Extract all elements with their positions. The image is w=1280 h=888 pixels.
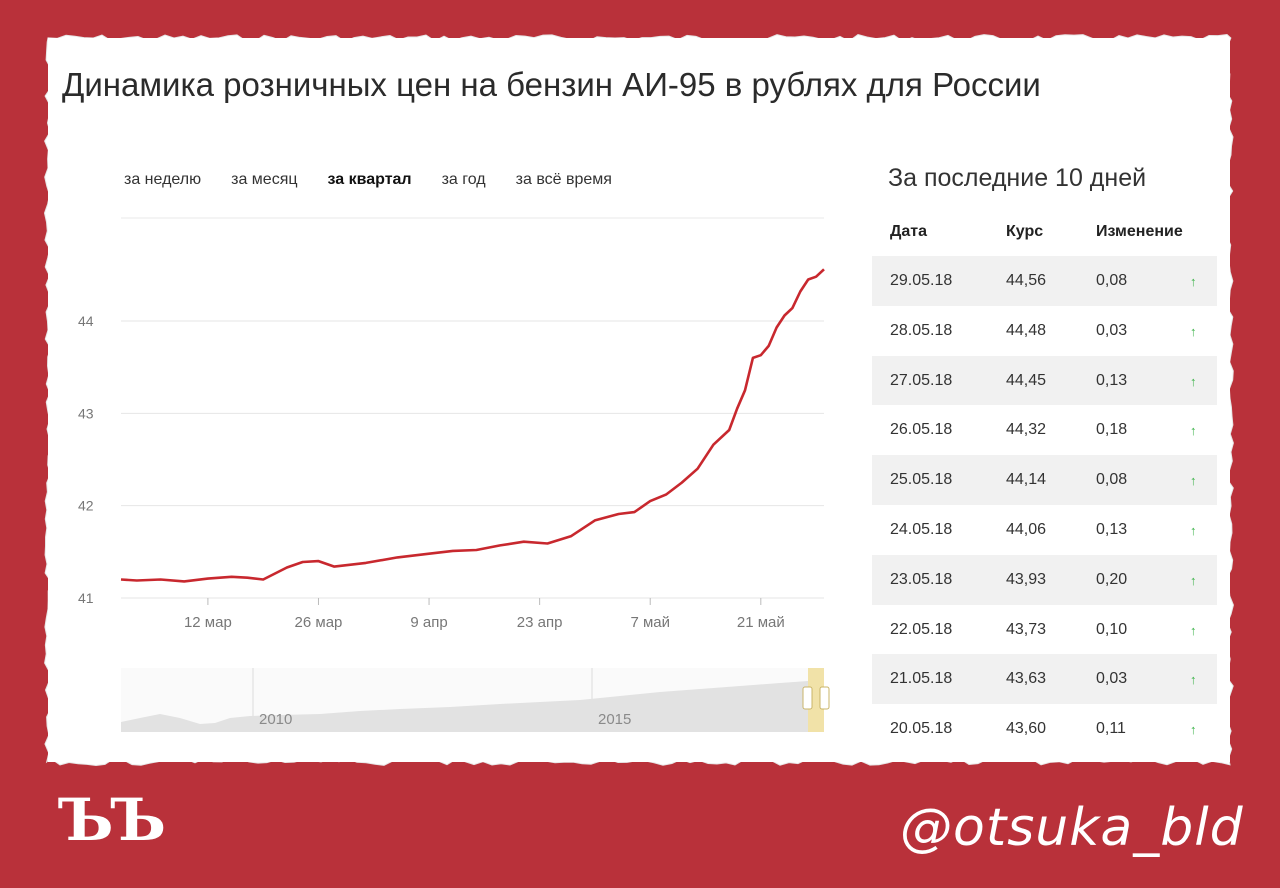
row-change: 0,18 <box>1096 421 1128 439</box>
row-date: 26.05.18 <box>890 421 953 439</box>
row-rate: 43,73 <box>1006 620 1047 638</box>
arrow-up-icon: ↑ <box>1190 672 1197 688</box>
navigator-selection[interactable] <box>808 668 824 732</box>
table-row: 20.05.18 43,60 0,11 ↑ <box>872 704 1217 754</box>
row-change: 0,03 <box>1096 670 1128 688</box>
row-date: 23.05.18 <box>890 570 953 588</box>
arrow-up-icon: ↑ <box>1190 274 1197 289</box>
table-header: Дата Курс Изменение <box>872 210 1217 256</box>
row-date: 24.05.18 <box>890 520 953 538</box>
table-row: 28.05.18 44,48 0,03 ↑ <box>872 306 1217 356</box>
row-rate: 44,45 <box>1006 371 1047 389</box>
navigator-label-2015: 2015 <box>598 711 631 728</box>
table-row: 25.05.18 44,14 0,08 ↑ <box>872 455 1217 505</box>
brand-logo: ЪЪ <box>58 786 166 854</box>
arrow-up-icon: ↑ <box>1190 722 1197 738</box>
row-date: 28.05.18 <box>890 321 953 339</box>
period-tabs: за неделю за месяц за квартал за год за … <box>124 171 642 189</box>
row-rate: 44,06 <box>1006 520 1047 538</box>
row-change: 0,03 <box>1096 321 1128 339</box>
row-rate: 44,56 <box>1006 272 1047 289</box>
arrow-up-icon: ↑ <box>1190 373 1197 389</box>
arrow-up-icon: ↑ <box>1190 572 1197 588</box>
navigator-handle-left[interactable] <box>802 686 813 710</box>
row-change: 0,08 <box>1096 272 1128 289</box>
author-watermark: @otsuka_bld <box>900 798 1244 858</box>
row-change: 0,13 <box>1096 371 1128 389</box>
row-date: 22.05.18 <box>890 620 953 638</box>
rates-table: Дата Курс Изменение 29.05.18 44,56 0,08 … <box>872 210 1217 754</box>
arrow-up-icon: ↑ <box>1190 473 1197 489</box>
row-change: 0,11 <box>1096 720 1126 738</box>
row-date: 21.05.18 <box>890 670 953 688</box>
arrow-up-icon: ↑ <box>1190 423 1197 439</box>
header-change: Изменение <box>1096 223 1183 240</box>
arrow-up-icon: ↑ <box>1190 323 1197 339</box>
row-rate: 44,32 <box>1006 421 1047 439</box>
row-change: 0,20 <box>1096 570 1128 588</box>
row-rate: 43,60 <box>1006 720 1047 738</box>
arrow-up-icon: ↑ <box>1190 522 1197 538</box>
table-row: 27.05.18 44,45 0,13 ↑ <box>872 355 1217 406</box>
page-title: Динамика розничных цен на бензин АИ-95 в… <box>62 66 1041 103</box>
row-change: 0,08 <box>1096 471 1128 489</box>
tab-year[interactable]: за год <box>441 171 486 188</box>
table-row: 23.05.18 43,93 0,20 ↑ <box>872 554 1217 605</box>
row-rate: 44,48 <box>1006 321 1047 339</box>
table-title: За последние 10 дней <box>888 164 1147 192</box>
navigator-area <box>121 681 808 732</box>
row-change: 0,10 <box>1096 620 1128 638</box>
row-rate: 44,14 <box>1006 471 1047 489</box>
row-date: 27.05.18 <box>890 371 953 389</box>
table-row: 24.05.18 44,06 0,13 ↑ <box>872 505 1217 555</box>
navigator-handle-right[interactable] <box>819 686 830 710</box>
row-date: 25.05.18 <box>890 471 953 489</box>
arrow-up-icon: ↑ <box>1190 622 1197 638</box>
tab-quarter[interactable]: за квартал <box>327 171 412 188</box>
table-row: 29.05.18 44,56 0,08 ↑ <box>872 256 1217 306</box>
row-date: 20.05.18 <box>890 720 953 738</box>
tab-month[interactable]: за месяц <box>231 171 298 188</box>
row-rate: 43,63 <box>1006 670 1047 688</box>
header-date: Дата <box>890 223 928 240</box>
tab-all-time[interactable]: за всё время <box>515 171 612 188</box>
header-rate: Курс <box>1006 223 1044 240</box>
table-row: 21.05.18 43,63 0,03 ↑ <box>872 654 1217 705</box>
table-row: 22.05.18 43,73 0,10 ↑ <box>872 605 1217 655</box>
row-date: 29.05.18 <box>890 272 953 289</box>
tab-week[interactable]: за неделю <box>124 171 202 188</box>
row-change: 0,13 <box>1096 520 1128 538</box>
row-rate: 43,93 <box>1006 570 1047 588</box>
table-row: 26.05.18 44,32 0,18 ↑ <box>872 405 1217 455</box>
navigator-label-2010: 2010 <box>259 711 292 728</box>
